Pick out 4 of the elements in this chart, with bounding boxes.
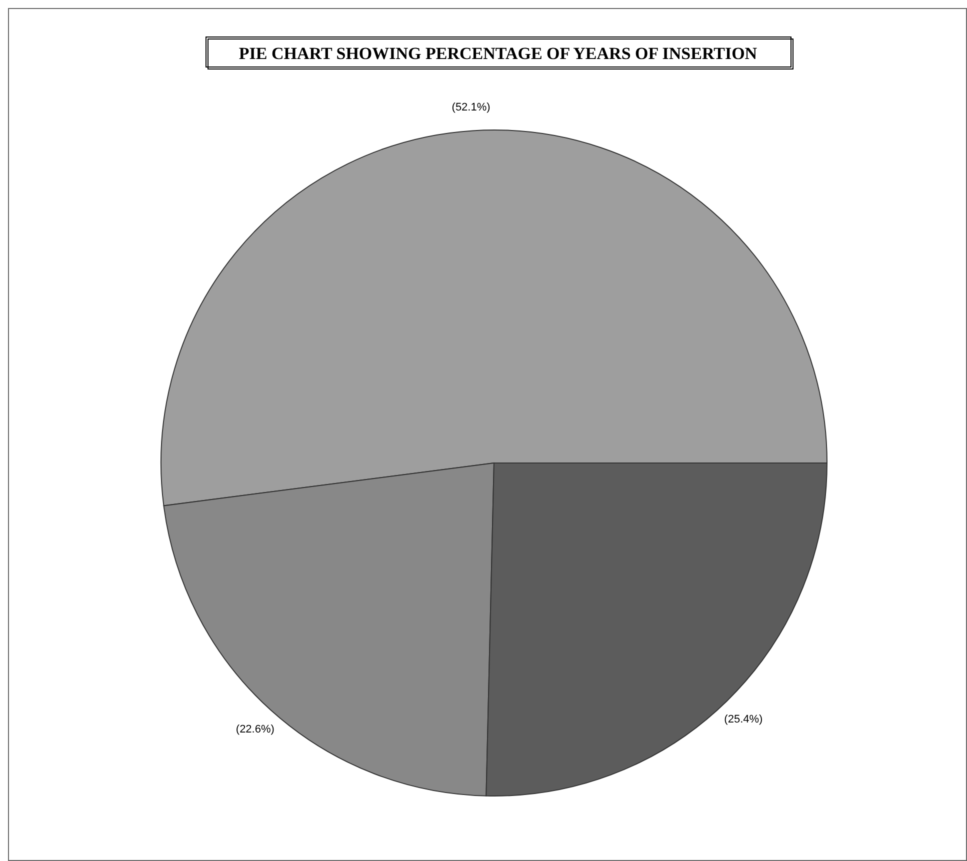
chart-title: PIE CHART SHOWING PERCENTAGE OF YEARS OF INSERTION — [238, 44, 758, 63]
data-label: (22.6%) — [236, 723, 274, 736]
data-label: (52.1%) — [452, 102, 490, 114]
data-label: (25.4%) — [724, 713, 763, 726]
